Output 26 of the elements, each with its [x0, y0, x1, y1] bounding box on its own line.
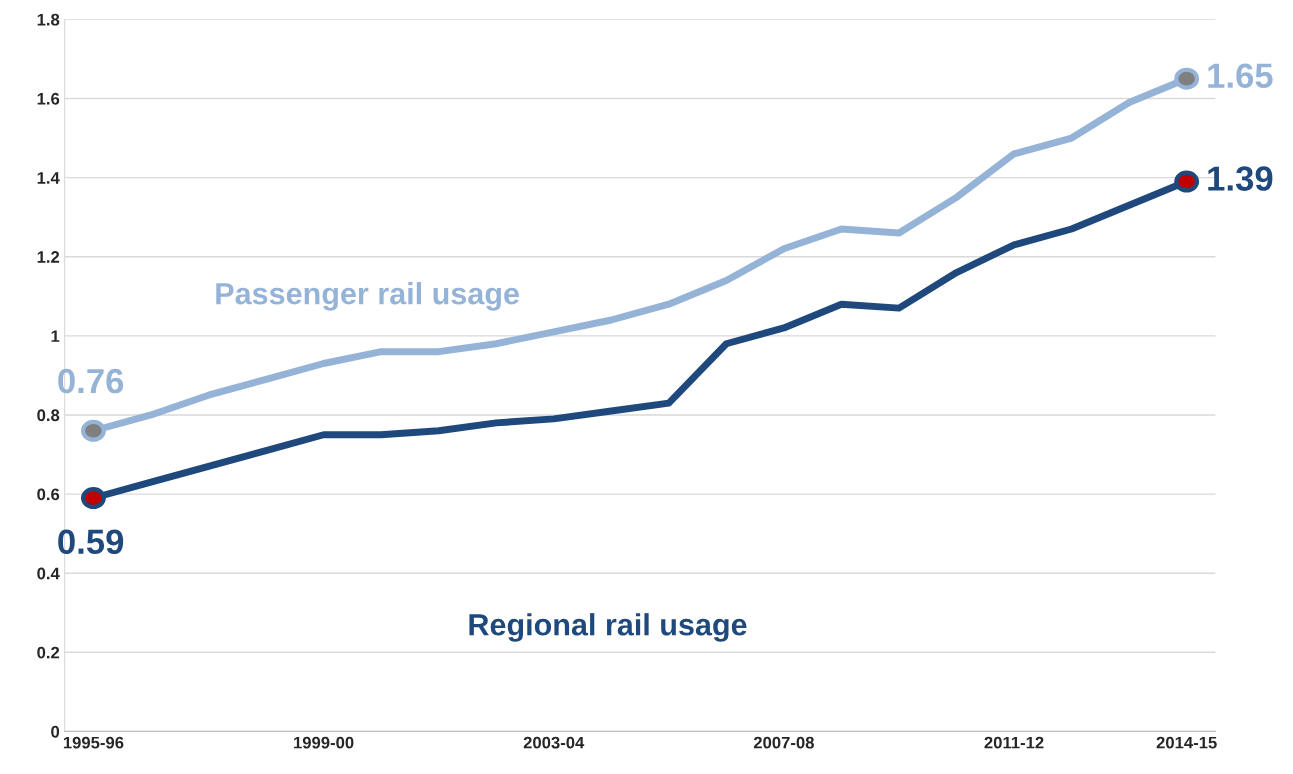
series-label: Passenger rail usage: [216, 282, 519, 311]
y-tick-label: 1.8: [37, 13, 60, 26]
y-tick-label: 0: [51, 725, 60, 738]
data-label: 1.39: [1208, 166, 1273, 191]
point: [80, 487, 106, 510]
x-tick-label: 1999-00: [294, 736, 354, 749]
y-tick-label: 0.4: [37, 567, 60, 580]
x-tick-label: 1995-96: [63, 736, 124, 749]
point: [1174, 67, 1200, 90]
y-tick-label: 0.2: [37, 646, 60, 659]
y-tick-label: 1.2: [37, 251, 60, 263]
data-label: 0.59: [58, 529, 124, 555]
x-tick-label: 2011-12: [984, 736, 1044, 749]
x-tick-label: 2014-15: [1156, 736, 1217, 749]
y-tick-label: 1: [51, 330, 60, 342]
data-label: 1.65: [1208, 63, 1273, 89]
x-tick-label: 2007-08: [753, 736, 814, 749]
y-tick-label: 0.8: [37, 409, 60, 422]
point: [1174, 170, 1200, 193]
x-tick-label: 2003-04: [523, 736, 585, 749]
y-tick-label: 1.6: [37, 92, 60, 105]
y-tick-label: 0.6: [37, 488, 60, 501]
y-tick-label: 1.4: [37, 172, 60, 184]
data-label: 0.76: [58, 368, 124, 394]
point: [80, 419, 106, 442]
text: Regional rail usage: [469, 613, 747, 642]
